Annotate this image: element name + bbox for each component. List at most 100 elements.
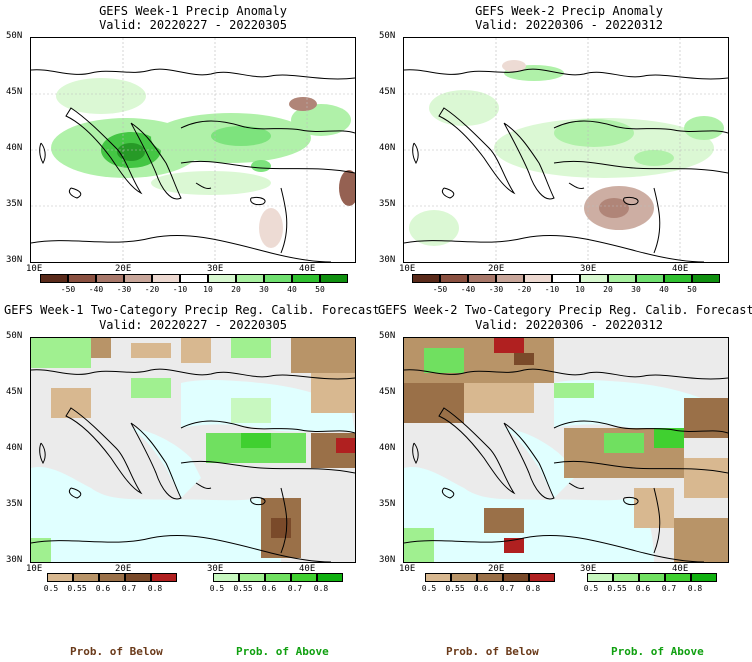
panel4-valid: Valid: 20220306 - 20220312 (475, 318, 663, 332)
anomaly-map-week1 (31, 38, 355, 262)
panel4-lon-10: 10E (399, 564, 416, 574)
tick: -30 (488, 285, 504, 294)
panel3-valid: Valid: 20220227 - 20220305 (99, 318, 287, 332)
swatch (639, 573, 665, 582)
panel1-lon-10: 10E (26, 264, 43, 274)
panel3-above-colorbar: 0.5 0.55 0.6 0.7 0.8 (209, 573, 353, 597)
tick: 0.7 (287, 584, 303, 593)
swatch (503, 573, 529, 582)
tick: 0.7 (661, 584, 677, 593)
panel4-lat-50: 50N (379, 331, 396, 341)
tick: 0.8 (687, 584, 703, 593)
swatch (152, 274, 180, 283)
tick: -20 (516, 285, 532, 294)
tick: 20 (603, 285, 613, 294)
panel1-valid: Valid: 20220227 - 20220305 (99, 18, 287, 32)
tick: 0.55 (233, 584, 253, 593)
tick: -40 (460, 285, 476, 294)
swatch (691, 573, 717, 582)
tick: 30 (631, 285, 641, 294)
swatch (440, 274, 468, 283)
tick: 0.6 (473, 584, 489, 593)
swatch (264, 274, 292, 283)
anomaly-map-week2 (404, 38, 728, 262)
panel4-title: GEFS Week-2 Two-Category Precip Reg. Cal… (378, 303, 752, 317)
panel2-lat-35: 35N (379, 199, 396, 209)
tick: 40 (659, 285, 669, 294)
panel3-lat-40: 40N (6, 443, 23, 453)
panel3-prob-above-label: Prob. of Above (236, 645, 329, 658)
swatch (124, 274, 152, 283)
panel4-prob-below-label: Prob. of Below (446, 645, 539, 658)
tick: 0.8 (147, 584, 163, 593)
panel1-lat-35: 35N (6, 199, 23, 209)
swatch (151, 573, 177, 582)
tick: -30 (116, 285, 132, 294)
panel4-lon-30: 30E (580, 564, 597, 574)
swatch (524, 274, 552, 283)
swatch (99, 573, 125, 582)
tick: 0.8 (525, 584, 541, 593)
swatch (317, 573, 343, 582)
swatch (73, 573, 99, 582)
panel3-lon-10: 10E (26, 564, 43, 574)
panel2-title: GEFS Week-2 Precip Anomaly (475, 4, 663, 18)
panel3-map (30, 337, 356, 563)
tick: 0.6 (261, 584, 277, 593)
panel4-lon-40: 40E (672, 564, 689, 574)
panel1-lon-30: 30E (207, 264, 224, 274)
panel4-lat-45: 45N (379, 387, 396, 397)
swatch (208, 274, 236, 283)
panel3-prob-below-label: Prob. of Below (70, 645, 163, 658)
panel4-lat-40: 40N (379, 443, 396, 453)
tick: 50 (687, 285, 697, 294)
swatch (291, 573, 317, 582)
panel1-lat-45: 45N (6, 87, 23, 97)
swatch (451, 573, 477, 582)
swatch (125, 573, 151, 582)
swatch (40, 274, 68, 283)
panel3-lat-35: 35N (6, 499, 23, 509)
panel2-lon-10: 10E (399, 264, 416, 274)
panel3-title: GEFS Week-1 Two-Category Precip Reg. Cal… (4, 303, 380, 317)
swatch (412, 274, 440, 283)
panel2-lon-40: 40E (672, 264, 689, 274)
tick: 0.55 (607, 584, 627, 593)
panel1-lat-40: 40N (6, 143, 23, 153)
panel3-lon-20: 20E (115, 564, 132, 574)
panel1-lat-30: 30N (6, 255, 23, 265)
swatch (236, 274, 264, 283)
tick: 0.5 (209, 584, 225, 593)
panel4-above-colorbar: 0.5 0.55 0.6 0.7 0.8 (584, 573, 727, 597)
tick: 50 (315, 285, 325, 294)
swatch (496, 274, 524, 283)
panel2-valid: Valid: 20220306 - 20220312 (475, 18, 663, 32)
swatch (213, 573, 239, 582)
prob-map-week2 (404, 338, 728, 562)
tick: 10 (575, 285, 585, 294)
tick: -10 (544, 285, 560, 294)
swatch (552, 274, 580, 283)
swatch (180, 274, 208, 283)
swatch (636, 274, 664, 283)
panel3-lat-50: 50N (6, 331, 23, 341)
panel2-lon-20: 20E (488, 264, 505, 274)
swatch (96, 274, 124, 283)
panel2-lat-50: 50N (379, 31, 396, 41)
tick: 0.6 (95, 584, 111, 593)
panel2-map (403, 37, 729, 263)
panel2-lat-40: 40N (379, 143, 396, 153)
tick: -40 (88, 285, 104, 294)
swatch (692, 274, 720, 283)
tick: 0.7 (499, 584, 515, 593)
tick: 0.8 (313, 584, 329, 593)
tick: 20 (231, 285, 241, 294)
tick: 30 (259, 285, 269, 294)
panel4-prob-above-label: Prob. of Above (611, 645, 704, 658)
swatch (529, 573, 555, 582)
tick: -50 (60, 285, 76, 294)
panel4-map (403, 337, 729, 563)
panel3-lon-30: 30E (207, 564, 224, 574)
panel1-lon-40: 40E (299, 264, 316, 274)
swatch (320, 274, 348, 283)
